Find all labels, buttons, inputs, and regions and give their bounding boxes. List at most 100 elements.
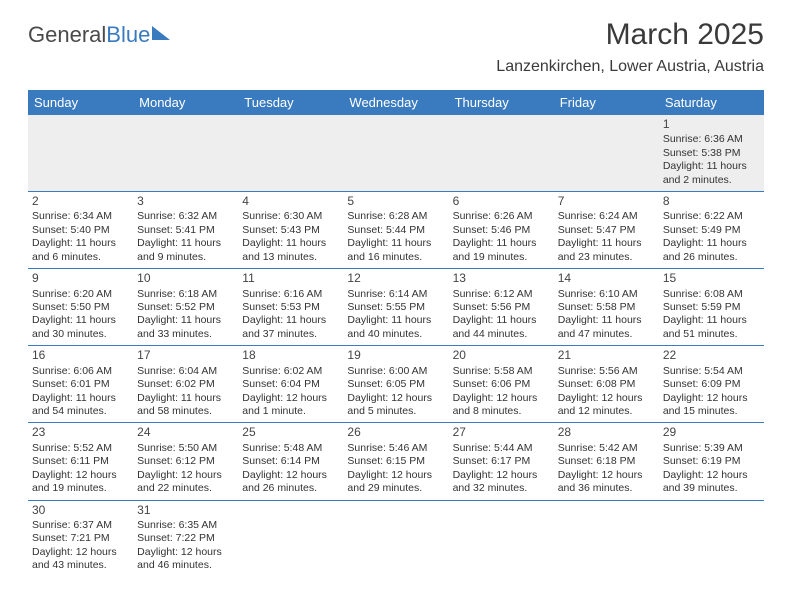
sunrise-text: Sunrise: 6:37 AM: [32, 519, 129, 532]
daylight-text: and 22 minutes.: [137, 482, 234, 495]
day-number: 26: [347, 425, 444, 440]
sunset-text: Sunset: 5:40 PM: [32, 224, 129, 237]
sunrise-text: Sunrise: 6:36 AM: [663, 133, 760, 146]
sunrise-text: Sunrise: 6:28 AM: [347, 210, 444, 223]
sunset-text: Sunset: 6:06 PM: [453, 378, 550, 391]
day-number: 25: [242, 425, 339, 440]
daylight-text: and 23 minutes.: [558, 251, 655, 264]
sunrise-text: Sunrise: 6:10 AM: [558, 288, 655, 301]
sunset-text: Sunset: 5:46 PM: [453, 224, 550, 237]
sunrise-text: Sunrise: 6:08 AM: [663, 288, 760, 301]
daylight-text: and 8 minutes.: [453, 405, 550, 418]
sunrise-text: Sunrise: 5:44 AM: [453, 442, 550, 455]
daylight-text: Daylight: 11 hours: [137, 237, 234, 250]
sunset-text: Sunset: 6:09 PM: [663, 378, 760, 391]
calendar-week: 23 Sunrise: 5:52 AMSunset: 6:11 PM Dayligh…: [28, 423, 764, 500]
empty-cell: [343, 115, 448, 192]
day-number: 16: [32, 348, 129, 363]
day-number: 21: [558, 348, 655, 363]
sunset-text: Sunset: 6:19 PM: [663, 455, 760, 468]
day-cell: 18Sunrise: 6:02 AMSunset: 6:04 PMDayligh…: [238, 346, 343, 423]
empty-cell: [238, 115, 343, 192]
daylight-text: Daylight: 11 hours: [32, 392, 129, 405]
sunset-text: Sunset: 5:41 PM: [137, 224, 234, 237]
sunset-text: Sunset: 5:44 PM: [347, 224, 444, 237]
day-cell: 6Sunrise: 6:26 AMSunset: 5:46 PMDaylight…: [449, 192, 554, 269]
daylight-text: Daylight: 11 hours: [242, 237, 339, 250]
sunset-text: Sunset: 5:56 PM: [453, 301, 550, 314]
day-number: 5: [347, 194, 444, 209]
weekday-header: Sunday: [28, 90, 133, 115]
day-number: 4: [242, 194, 339, 209]
daylight-text: and 44 minutes.: [453, 328, 550, 341]
brand-text: GeneralBlue: [28, 22, 150, 48]
daylight-text: and 9 minutes.: [137, 251, 234, 264]
day-number: 12: [347, 271, 444, 286]
daylight-text: Daylight: 11 hours: [663, 160, 760, 173]
daylight-text: and 43 minutes.: [32, 559, 129, 572]
day-cell: 2Sunrise: 6:34 AMSunset: 5:40 PMDaylight…: [28, 192, 133, 269]
daylight-text: Daylight: 12 hours: [32, 546, 129, 559]
daylight-text: Daylight: 11 hours: [558, 314, 655, 327]
sail-icon: [152, 26, 170, 40]
sunrise-text: Sunrise: 5:52 AM: [32, 442, 129, 455]
daylight-text: Daylight: 11 hours: [32, 314, 129, 327]
day-number: 3: [137, 194, 234, 209]
day-number: 13: [453, 271, 550, 286]
weekday-header: Tuesday: [238, 90, 343, 115]
daylight-text: Daylight: 12 hours: [663, 392, 760, 405]
day-cell: 22Sunrise: 5:54 AMSunset: 6:09 PMDayligh…: [659, 346, 764, 423]
daylight-text: and 54 minutes.: [32, 405, 129, 418]
day-number: 9: [32, 271, 129, 286]
day-cell: 28Sunrise: 5:42 AMSunset: 6:18 PMDayligh…: [554, 423, 659, 500]
sunrise-text: Sunrise: 6:14 AM: [347, 288, 444, 301]
empty-cell: [133, 115, 238, 192]
sunset-text: Sunset: 7:22 PM: [137, 532, 234, 545]
daylight-text: and 33 minutes.: [137, 328, 234, 341]
calendar-table: SundayMondayTuesdayWednesdayThursdayFrid…: [28, 90, 764, 577]
day-cell: 19Sunrise: 6:00 AMSunset: 6:05 PMDayligh…: [343, 346, 448, 423]
sunset-text: Sunset: 5:50 PM: [32, 301, 129, 314]
daylight-text: Daylight: 11 hours: [137, 314, 234, 327]
sunrise-text: Sunrise: 6:35 AM: [137, 519, 234, 532]
day-number: 1: [663, 117, 760, 132]
day-cell: 14Sunrise: 6:10 AMSunset: 5:58 PMDayligh…: [554, 269, 659, 346]
day-cell: 7Sunrise: 6:24 AMSunset: 5:47 PMDaylight…: [554, 192, 659, 269]
day-cell: 4Sunrise: 6:30 AMSunset: 5:43 PMDaylight…: [238, 192, 343, 269]
page-header: GeneralBlue March 2025 Lanzenkirchen, Lo…: [0, 0, 792, 82]
day-number: 15: [663, 271, 760, 286]
sunrise-text: Sunrise: 6:22 AM: [663, 210, 760, 223]
daylight-text: Daylight: 12 hours: [242, 392, 339, 405]
calendar-week: 2Sunrise: 6:34 AMSunset: 5:40 PMDaylight…: [28, 192, 764, 269]
daylight-text: and 12 minutes.: [558, 405, 655, 418]
sunset-text: Sunset: 5:47 PM: [558, 224, 655, 237]
day-cell: 11Sunrise: 6:16 AMSunset: 5:53 PMDayligh…: [238, 269, 343, 346]
sunset-text: Sunset: 6:11 PM: [32, 455, 129, 468]
weekday-header: Monday: [133, 90, 238, 115]
daylight-text: Daylight: 12 hours: [347, 392, 444, 405]
day-cell: 23Sunrise: 5:52 AMSunset: 6:11 PMDayligh…: [28, 423, 133, 500]
title-block: March 2025 Lanzenkirchen, Lower Austria,…: [496, 18, 764, 76]
day-number: 30: [32, 503, 129, 518]
day-cell: 12Sunrise: 6:14 AMSunset: 5:55 PMDayligh…: [343, 269, 448, 346]
sunset-text: Sunset: 7:21 PM: [32, 532, 129, 545]
calendar-week: 9Sunrise: 6:20 AMSunset: 5:50 PMDaylight…: [28, 269, 764, 346]
day-number: 23: [32, 425, 129, 440]
daylight-text: and 26 minutes.: [663, 251, 760, 264]
daylight-text: and 19 minutes.: [453, 251, 550, 264]
brand-part2: Blue: [106, 22, 150, 47]
day-cell: 24Sunrise: 5:50 AMSunset: 6:12 PMDayligh…: [133, 423, 238, 500]
calendar-week: 30Sunrise: 6:37 AMSunset: 7:21 PMDayligh…: [28, 500, 764, 577]
calendar-week: 16Sunrise: 6:06 AMSunset: 6:01 PMDayligh…: [28, 346, 764, 423]
day-cell: 1Sunrise: 6:36 AMSunset: 5:38 PMDaylight…: [659, 115, 764, 192]
empty-cell: [554, 500, 659, 577]
daylight-text: Daylight: 12 hours: [242, 469, 339, 482]
sunrise-text: Sunrise: 6:04 AM: [137, 365, 234, 378]
empty-cell: [449, 115, 554, 192]
weekday-header: Thursday: [449, 90, 554, 115]
sunrise-text: Sunrise: 6:02 AM: [242, 365, 339, 378]
sunrise-text: Sunrise: 5:39 AM: [663, 442, 760, 455]
daylight-text: and 6 minutes.: [32, 251, 129, 264]
empty-cell: [659, 500, 764, 577]
sunset-text: Sunset: 6:12 PM: [137, 455, 234, 468]
